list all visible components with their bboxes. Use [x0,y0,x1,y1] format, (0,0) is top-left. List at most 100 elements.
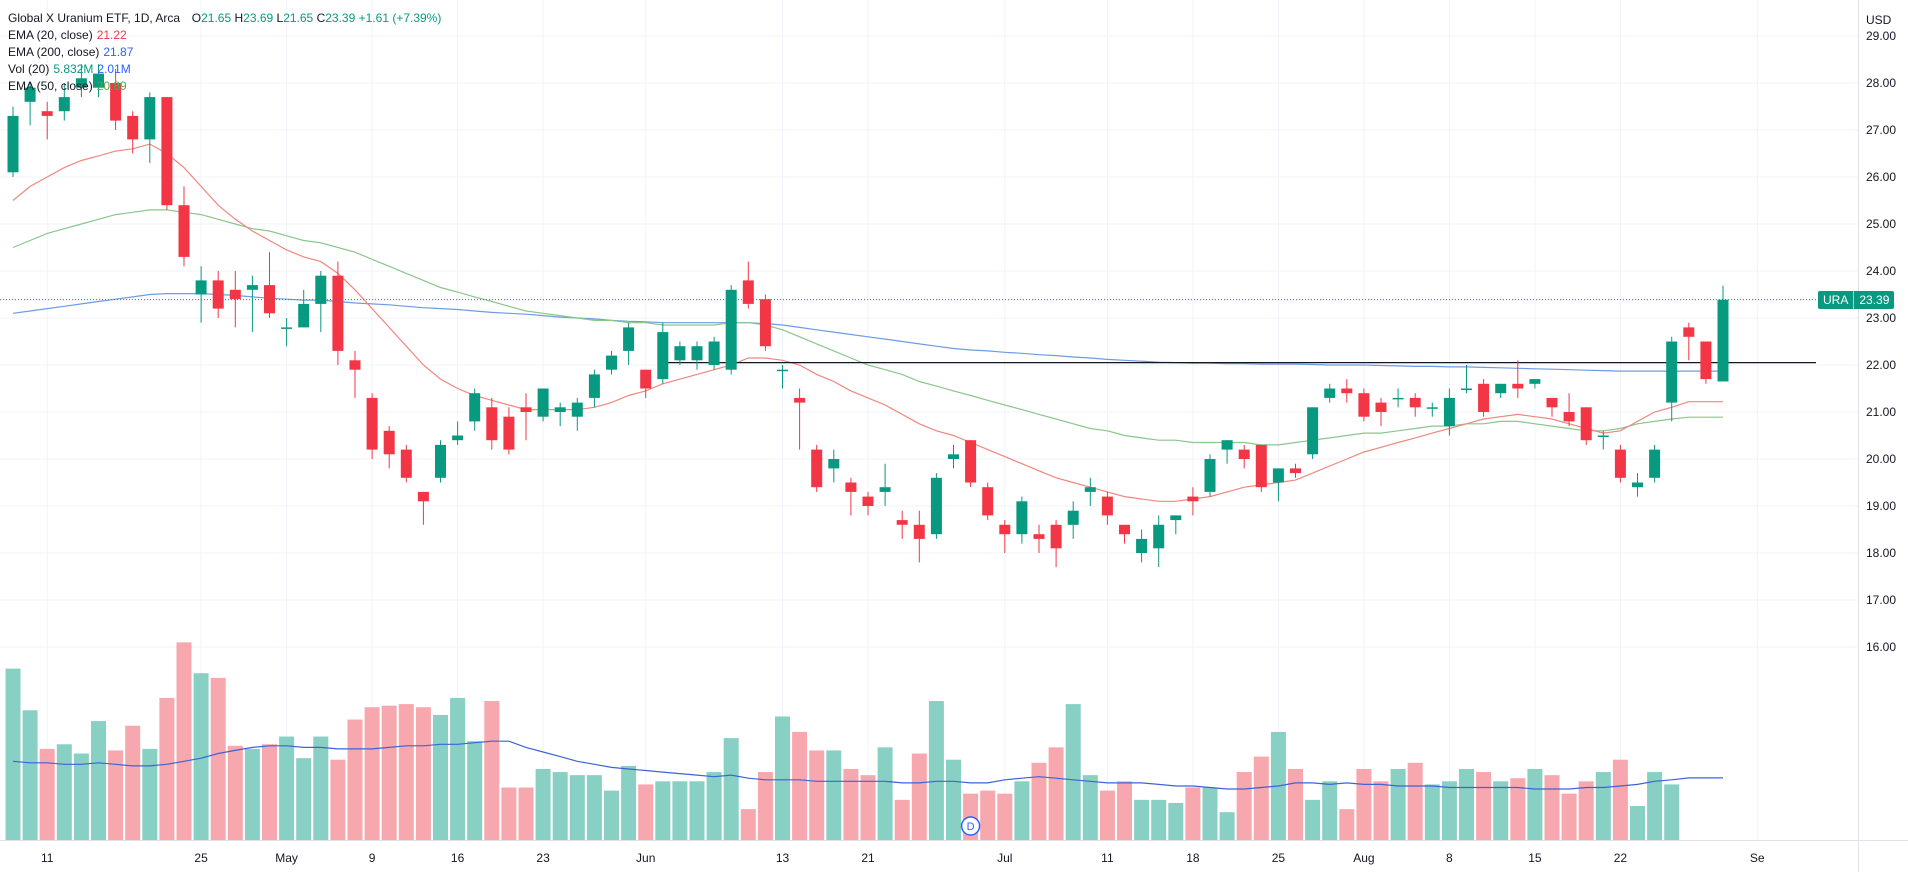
candle-body [1563,412,1575,422]
candle-body [229,289,241,300]
indicator-ema200[interactable]: EMA (200, close) 21.87 [8,45,134,59]
time-axis[interactable]: 11 25 May 9 16 23 Jun 13 21 Jul 11 18 25 Aug 8 15 22 Se [0,840,1908,866]
candle-body [1426,407,1438,409]
x-tick-label: 15 [1528,851,1542,865]
volume-bar [1151,799,1167,840]
volume-bar [450,697,466,840]
candle-body [1375,402,1387,412]
candle [879,463,891,506]
x-tick-label: Aug [1353,851,1374,865]
candle-body [1512,383,1524,389]
volume-bar [1561,793,1577,840]
candle-body [742,280,754,304]
candle-body [58,97,70,112]
indicator-ema20[interactable]: EMA (20, close) 21.22 [8,28,127,42]
volume-bar [877,747,893,840]
candle-body [1272,468,1284,483]
candle-body [1683,327,1695,337]
candle-body [520,407,532,412]
candle [794,388,806,450]
candle-body [452,435,464,441]
x-tick-label: May [275,851,298,865]
volume-bar [1339,809,1355,840]
candle [1375,397,1387,427]
candle [127,111,139,154]
candle [1563,393,1575,427]
candle-body [896,520,908,525]
candle [1392,388,1404,408]
volume-bar [296,758,312,840]
volume-bar [621,765,637,840]
price-axis[interactable]: USD 29.00 28.00 27.00 26.00 25.00 24.00 23.00 2… [1858,0,1897,872]
volume-bar [809,750,825,840]
candle-body [982,487,994,516]
indicator-ema50[interactable]: EMA (50, close) 20.89 [8,79,127,93]
candle [486,397,498,450]
x-tick-label: 25 [1272,851,1286,865]
dividend-marker[interactable]: D [960,816,981,836]
volume-bar [672,781,688,840]
candle-body [1033,534,1045,539]
y-tick-label: 29.00 [1866,29,1896,43]
candle-body [537,388,549,417]
candle-body [554,407,566,412]
volume-bar [56,744,72,840]
candle [1495,383,1507,398]
candle-body [999,524,1011,535]
candle [1050,520,1062,568]
volume-bar [1664,784,1680,840]
volume-bar [1117,781,1132,840]
volume-bar [1595,772,1611,840]
candle-body [1221,440,1233,450]
volume-bar [1168,802,1184,840]
ohlc-low: L21.65 [276,11,314,25]
last-price-badge: URA 23.39 [1818,290,1895,309]
candle-body [759,299,771,347]
candle-body [469,393,481,422]
candle [1546,397,1558,417]
candle [195,266,207,323]
candle [24,83,36,126]
volume-bar [1031,762,1047,840]
candle [930,473,942,539]
candle-body [127,115,139,140]
candle [1614,444,1626,483]
candle-body [178,205,190,257]
candle [1221,440,1233,464]
candle [708,336,720,370]
candle [571,397,583,431]
candle-body [503,416,515,450]
volume-bar [1578,781,1594,840]
candle [828,449,840,483]
candle [1580,407,1592,445]
volume-bar [193,673,209,840]
indicator-volume[interactable]: Vol (20) 5.832M 2.01M [8,62,131,76]
volume-bar [415,707,431,840]
volume-bar [1612,759,1628,840]
candle-body [93,73,104,88]
candle [1529,379,1541,389]
candle [7,106,19,177]
volume-bar [1390,768,1406,840]
candle [674,341,686,365]
volume-bar [723,738,739,840]
candle [1512,360,1524,398]
candle [281,318,293,347]
volume-bar [313,736,329,840]
badge-price: 23.39 [1859,292,1890,307]
candle [366,393,378,459]
candle-body [674,346,686,361]
x-tick-label: Jul [997,851,1012,865]
candle-body [1084,487,1096,492]
x-tick-label: 8 [1446,851,1453,865]
candle-body [349,360,361,370]
candle-body [965,440,977,483]
candle-body [1461,388,1472,390]
candle-body [948,454,959,459]
ema50-line [12,209,1723,446]
candle [1358,388,1370,422]
candle [503,407,515,455]
volume-bar [740,809,756,840]
candle [1272,468,1284,502]
